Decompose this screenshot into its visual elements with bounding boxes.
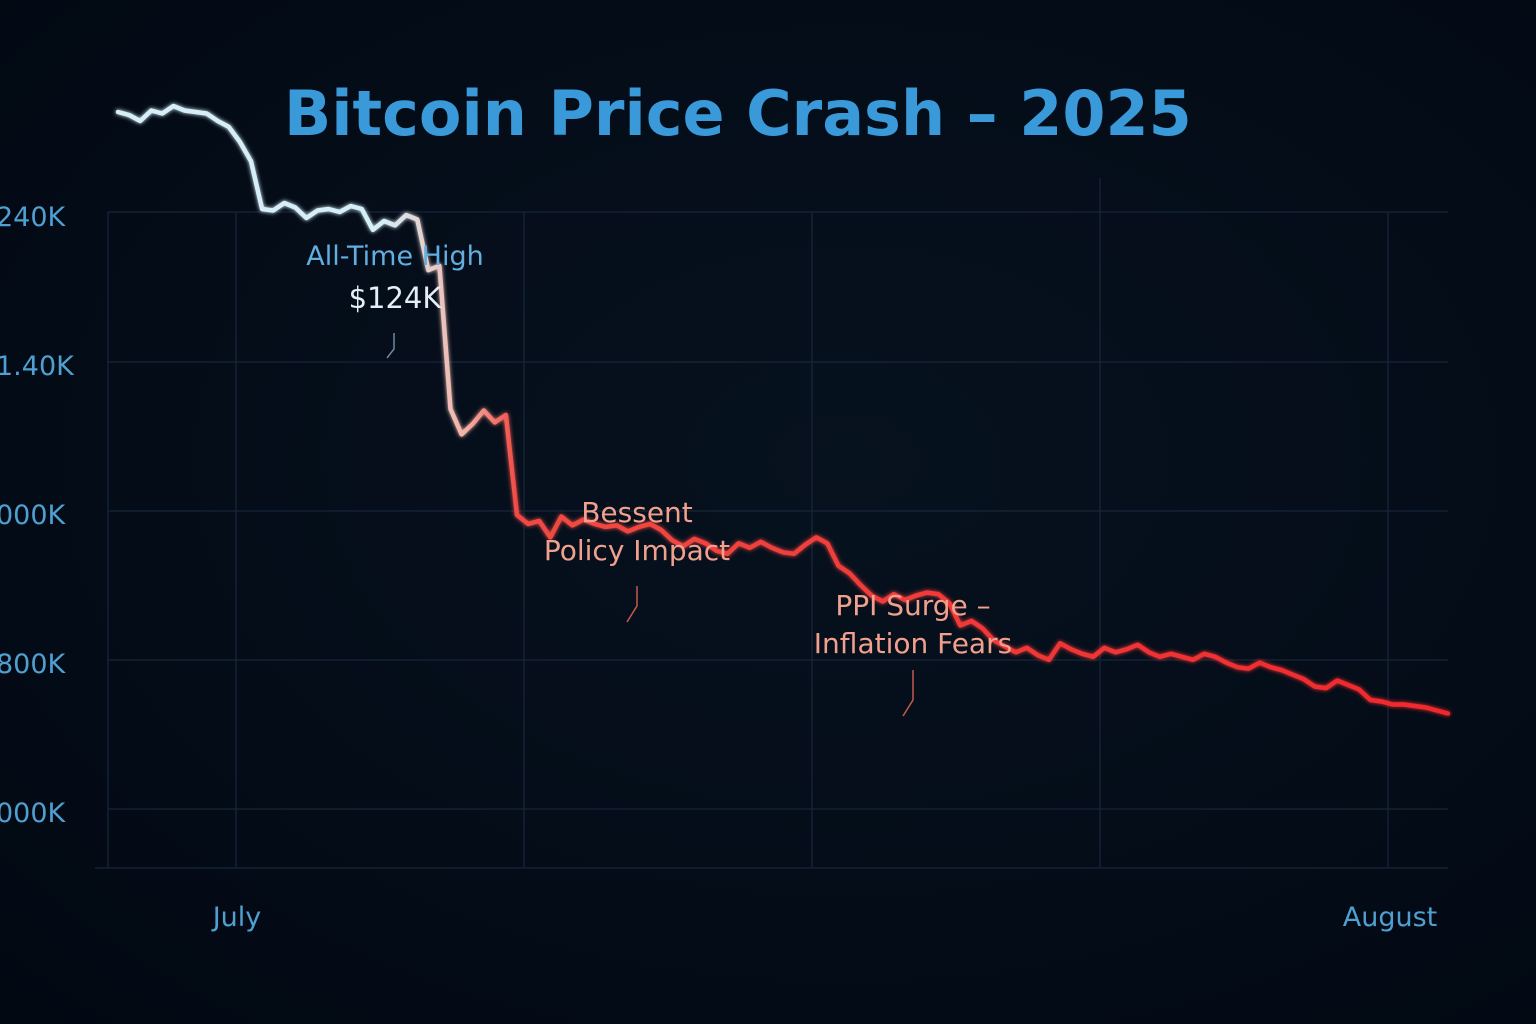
annotation-ppi-label-line2: Inflation Fears — [814, 627, 1012, 660]
annotation-ppi-surge: PPI Surge – Inflation Fears — [814, 589, 1012, 717]
y-tick-label: 800K — [0, 649, 67, 680]
x-tick-label-july: July — [211, 902, 262, 933]
annotation-all-time-high-pointer — [386, 333, 395, 359]
chart-title: Bitcoin Price Crash – 2025 — [284, 77, 1192, 150]
grid — [95, 178, 1448, 869]
annotation-bessent: Bessent Policy Impact — [544, 496, 730, 623]
annotation-ppi-label-line1: PPI Surge – — [835, 589, 990, 622]
annotation-bessent-label-line2: Policy Impact — [544, 534, 730, 567]
annotation-bessent-pointer — [626, 586, 638, 623]
x-tick-label-august: August — [1343, 902, 1438, 933]
annotation-all-time-high-label: All-Time High — [306, 241, 483, 272]
price-series-line — [115, 103, 1451, 716]
annotation-bessent-label-line1: Bessent — [581, 496, 693, 529]
y-tick-label: 240K — [0, 202, 67, 233]
y-tick-label: 000K — [0, 798, 67, 829]
annotation-all-time-high: All-Time High $124K — [306, 241, 484, 359]
price-series-points — [116, 104, 1449, 715]
annotations: All-Time High $124K Bessent Policy Impac… — [306, 241, 1012, 717]
annotation-all-time-high-value: $124K — [349, 281, 443, 315]
annotation-ppi-pointer — [902, 670, 914, 717]
x-axis: July August — [211, 902, 1438, 933]
y-axis: 240K 1.40K 000K 800K 000K — [0, 202, 75, 829]
y-tick-label: 000K — [0, 500, 67, 531]
y-tick-label: 1.40K — [0, 351, 75, 382]
